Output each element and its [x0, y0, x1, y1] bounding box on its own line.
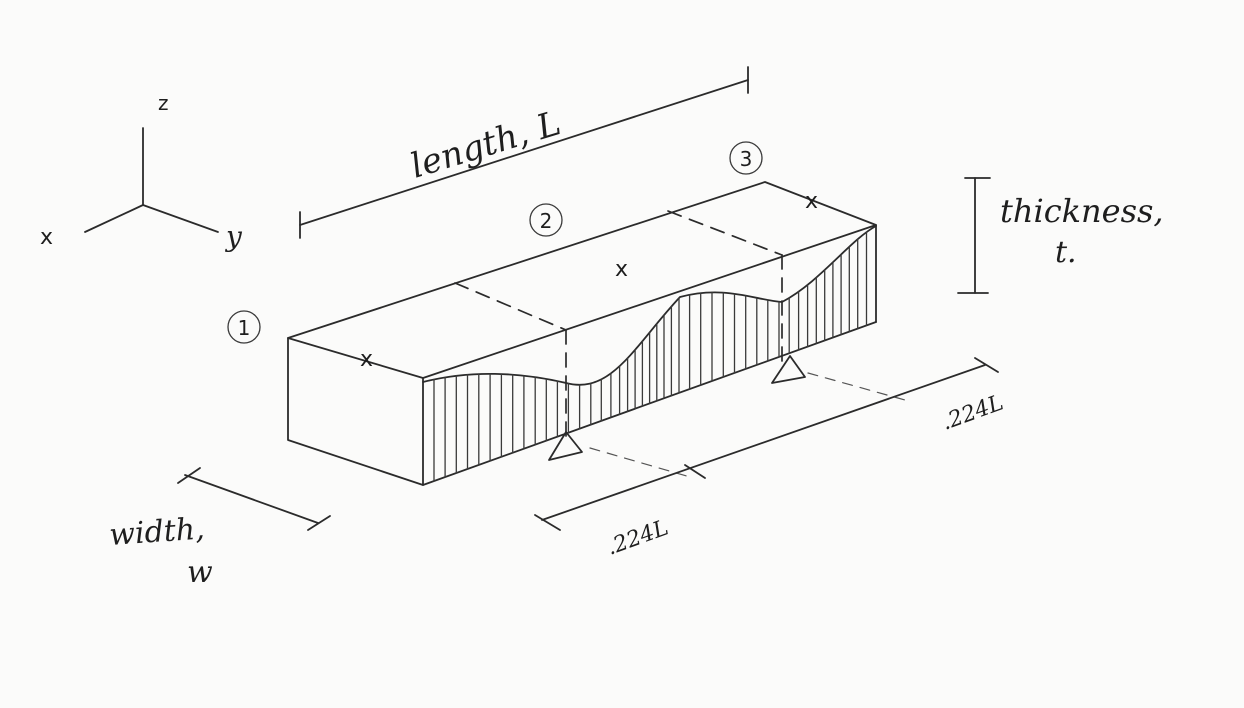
support-dim-tick-right [974, 357, 999, 373]
support-dim-tick-left [534, 514, 561, 531]
mode-shape-curve [422, 225, 877, 386]
cross-mark-1: x [360, 347, 373, 372]
section-line-2 [667, 210, 783, 256]
width-symbol: w [187, 555, 213, 590]
node-markers: 1 2 3 [227, 141, 763, 344]
support-dimensions: .224L .224L [534, 357, 1007, 561]
thickness-label: thickness, [1000, 192, 1164, 230]
support-front-label: .224L [604, 515, 672, 560]
node-label-3: 3 [740, 147, 753, 171]
beam-left-face [287, 337, 424, 486]
node-circle-3 [729, 141, 763, 175]
node-label-2: 2 [540, 209, 553, 233]
thickness-dimension: thickness, t. [957, 177, 1164, 294]
x-axis-label: x [40, 225, 53, 250]
y-axis-label: y [224, 220, 243, 253]
node-label-1: 1 [238, 316, 251, 340]
node-circle-1 [227, 310, 261, 344]
width-tick-left [177, 467, 201, 484]
axis-triad: z x y [40, 91, 243, 253]
support-back-projection [807, 372, 906, 401]
support-front [548, 431, 583, 461]
length-dimension: length, L [299, 66, 749, 239]
mode-shape [422, 225, 877, 482]
length-label: length, L [406, 103, 565, 186]
thickness-symbol: t. [1055, 235, 1077, 270]
y-axis-line [142, 204, 219, 233]
cross-mark-3: x [805, 189, 818, 214]
beam-body: x x x [287, 181, 877, 486]
support-dim-tick-mid [684, 464, 706, 479]
width-dimension-line [184, 474, 319, 524]
support-back [771, 355, 806, 384]
supports [548, 355, 906, 478]
width-label: width, [108, 511, 206, 553]
z-axis-label: z [158, 91, 169, 115]
length-dimension-line [299, 79, 749, 226]
section-line-1 [454, 282, 567, 331]
cross-mark-2: x [615, 257, 628, 282]
width-dimension: width, w [108, 467, 331, 590]
support-back-label: .224L [939, 390, 1007, 435]
mode-shape-hatching [433, 231, 868, 482]
node-circle-2 [529, 203, 563, 237]
beam-top-face [287, 181, 877, 379]
x-axis-line [84, 204, 144, 233]
width-tick-right [307, 515, 331, 531]
support-dimension-line [541, 364, 986, 521]
